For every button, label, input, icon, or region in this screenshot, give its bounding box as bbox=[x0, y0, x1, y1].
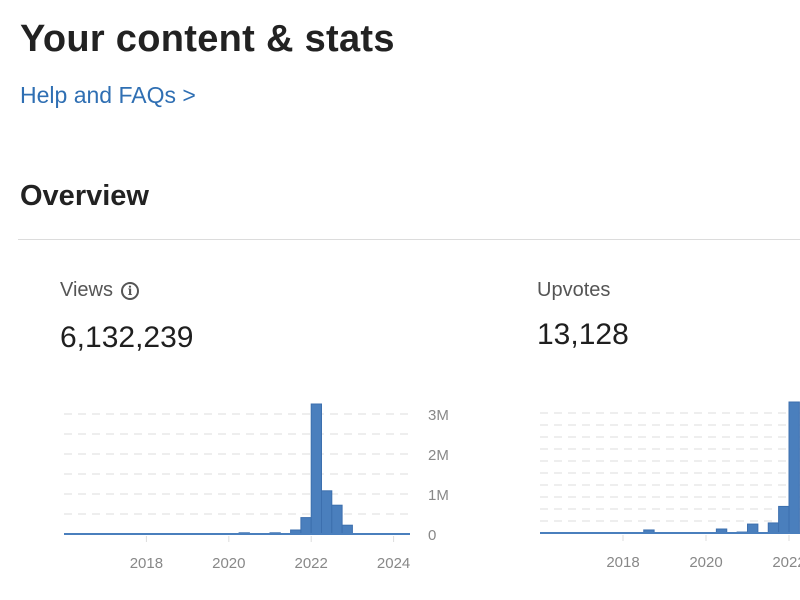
page-title: Your content & stats bbox=[20, 18, 395, 60]
x-tick-label: 2024 bbox=[377, 555, 410, 572]
y-tick-label: 1M bbox=[428, 487, 449, 504]
y-tick-label: 0 bbox=[428, 527, 436, 544]
y-tick-label: 2M bbox=[428, 447, 449, 464]
upvotes-value: 13,128 bbox=[537, 318, 629, 351]
bar bbox=[778, 505, 790, 534]
bar bbox=[767, 522, 780, 534]
x-tick-label: 2020 bbox=[689, 554, 722, 571]
bar bbox=[747, 523, 759, 534]
help-faqs-link[interactable]: Help and FAQs > bbox=[20, 82, 196, 108]
views-label: Views i bbox=[60, 279, 139, 302]
views-label-text: Views bbox=[60, 279, 113, 301]
x-tick-label: 2018 bbox=[606, 554, 639, 571]
overview-heading: Overview bbox=[20, 180, 149, 212]
views-value: 6,132,239 bbox=[60, 321, 194, 354]
divider bbox=[18, 239, 800, 240]
x-tick-label: 2018 bbox=[130, 555, 163, 572]
x-tick-label: 2020 bbox=[212, 555, 245, 572]
info-circle-icon[interactable]: i bbox=[121, 281, 139, 300]
x-tick-label: 2022 bbox=[295, 555, 328, 572]
x-tick-label: 2022 bbox=[772, 554, 800, 571]
bar bbox=[788, 401, 800, 534]
y-tick-label: 3M bbox=[428, 407, 449, 424]
upvotes-label-text: Upvotes bbox=[537, 279, 611, 301]
upvotes-label: Upvotes bbox=[537, 279, 610, 302]
